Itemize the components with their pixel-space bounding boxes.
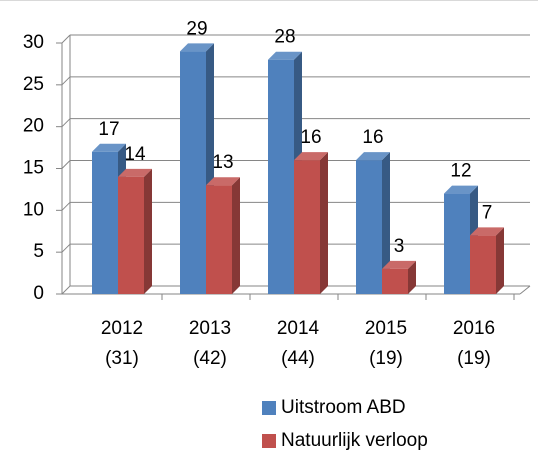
bar-top bbox=[444, 185, 478, 194]
bar-top bbox=[470, 227, 504, 236]
y-tick-label: 30 bbox=[23, 32, 44, 53]
y-tick-label: 5 bbox=[33, 241, 44, 262]
data-label: 16 bbox=[362, 127, 383, 148]
data-label: 14 bbox=[124, 144, 146, 165]
bar bbox=[382, 268, 408, 294]
bar-side bbox=[232, 177, 240, 294]
bar-top bbox=[356, 152, 390, 161]
y-tick-label: 25 bbox=[23, 74, 44, 95]
data-label: 12 bbox=[450, 161, 471, 182]
grid-line-side bbox=[61, 34, 71, 44]
bar-top bbox=[382, 260, 416, 269]
grid-line-side bbox=[61, 285, 71, 295]
x-tick-label: 2014 (44) bbox=[276, 318, 320, 369]
bar bbox=[92, 151, 118, 294]
x-tick-label: 2013 (42) bbox=[188, 318, 232, 369]
bar-top bbox=[180, 43, 214, 52]
grid-line-side bbox=[61, 243, 71, 253]
data-label: 13 bbox=[212, 152, 233, 173]
bar-top bbox=[294, 152, 328, 161]
bar bbox=[206, 185, 232, 294]
bar bbox=[470, 235, 496, 294]
y-tick-label: 0 bbox=[33, 283, 44, 304]
x-tick-label: 2012 (31) bbox=[100, 318, 144, 369]
bar-side bbox=[144, 168, 152, 294]
data-label: 3 bbox=[394, 236, 405, 257]
bar-side bbox=[496, 227, 504, 294]
legend-swatch bbox=[262, 434, 276, 448]
bar bbox=[268, 59, 294, 294]
bar-side bbox=[320, 152, 328, 294]
grid-line-side bbox=[61, 160, 71, 169]
legend-swatch bbox=[262, 401, 276, 415]
bar bbox=[294, 160, 320, 294]
data-label: 29 bbox=[186, 18, 207, 39]
grid-line-side bbox=[61, 201, 71, 211]
data-label: 28 bbox=[274, 27, 295, 48]
y-tick-label: 10 bbox=[23, 199, 44, 220]
x-tick-label: 2015 (19) bbox=[364, 318, 408, 369]
x-tick-label: 2016 (19) bbox=[452, 318, 496, 369]
data-label: 7 bbox=[482, 202, 493, 223]
legend-label: Natuurlijk verloop bbox=[281, 430, 428, 451]
bar-side bbox=[408, 260, 416, 294]
bar bbox=[180, 51, 206, 294]
legend-label: Uitstroom ABD bbox=[281, 397, 406, 418]
grid-line-side bbox=[61, 76, 71, 86]
y-tick-label: 20 bbox=[23, 116, 44, 137]
bar-side bbox=[382, 152, 390, 294]
bar bbox=[444, 193, 470, 294]
bar bbox=[118, 176, 144, 294]
grid-line-side bbox=[61, 118, 71, 128]
bar-top bbox=[206, 177, 240, 186]
bar bbox=[356, 160, 382, 294]
floor-side bbox=[519, 285, 531, 295]
data-label: 16 bbox=[300, 127, 321, 148]
y-tick-label: 15 bbox=[23, 158, 44, 179]
bar-top bbox=[118, 168, 152, 177]
bar-top bbox=[92, 143, 126, 152]
data-label: 17 bbox=[98, 119, 119, 140]
bar-top bbox=[268, 51, 302, 60]
